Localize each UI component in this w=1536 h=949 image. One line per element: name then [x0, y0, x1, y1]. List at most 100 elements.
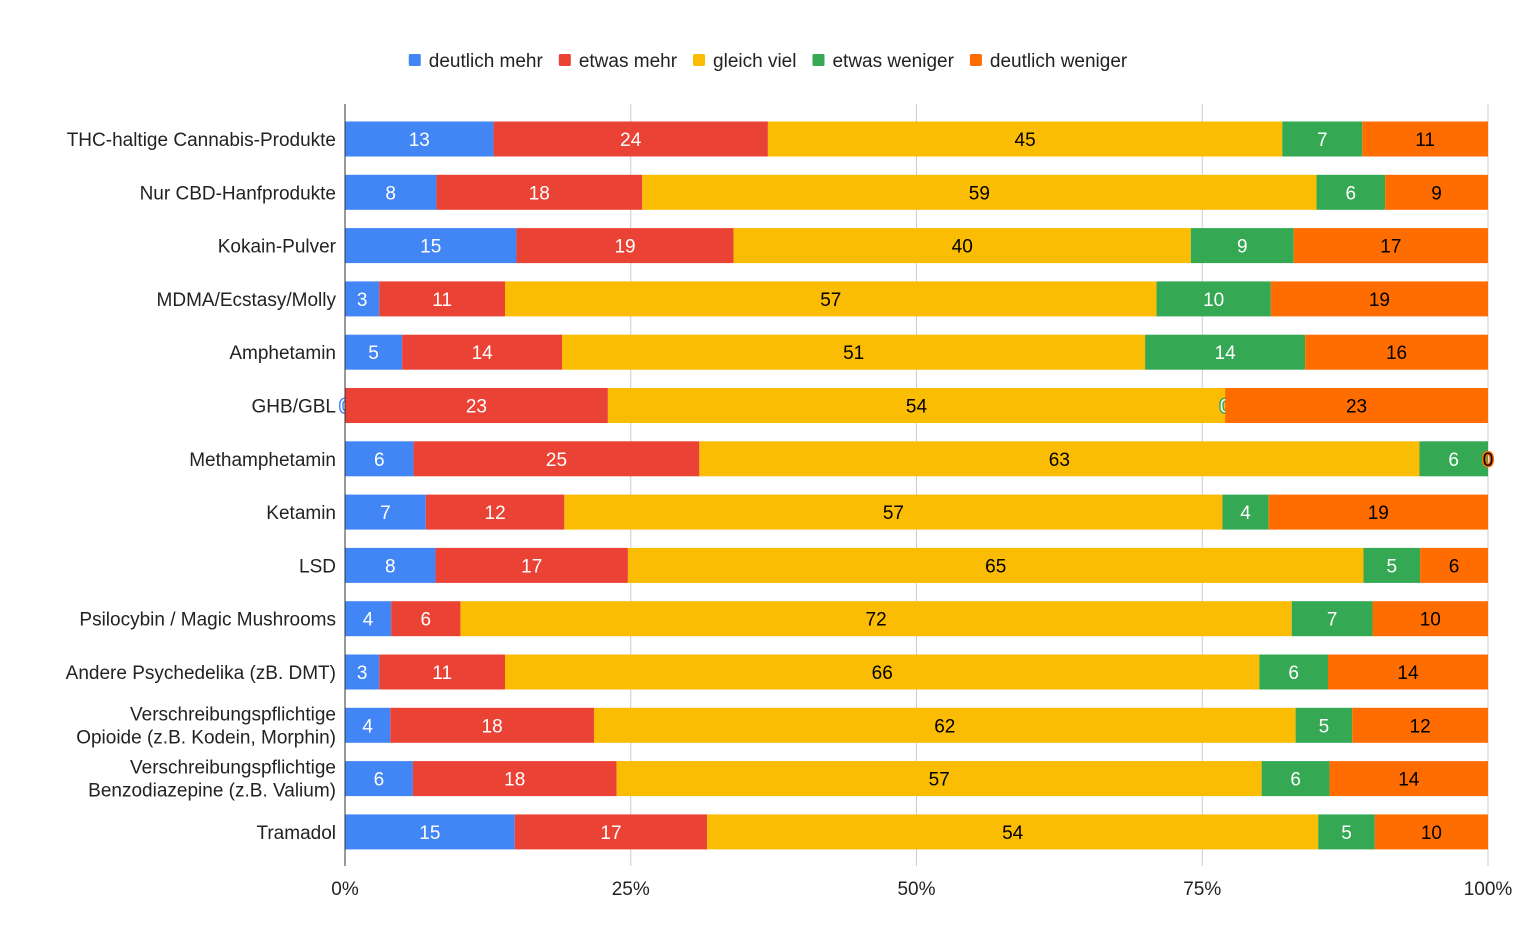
bars: 13 24 45 7 118 18 59 6 915 19 40 9 173 11 57 10 195 14 51 1… — [338, 121, 1495, 850]
data-label: 54 — [1002, 823, 1024, 844]
bar-segment — [1363, 547, 1421, 583]
data-label: 18 — [504, 770, 525, 791]
bar-segment — [1329, 761, 1488, 797]
data-label: 19 — [614, 237, 635, 258]
bar-segment — [460, 601, 1292, 637]
bar-segment — [1225, 388, 1488, 423]
bar-row: 6 25 63 6 0 — [345, 441, 1495, 477]
bar-segment — [699, 441, 1420, 477]
bar-segment — [707, 814, 1319, 850]
bar-segment — [345, 334, 403, 370]
data-label: 3 — [357, 663, 368, 684]
bar-segment — [345, 174, 437, 210]
bar-row: 13 24 45 7 11 — [345, 121, 1488, 157]
data-label: 15 — [419, 823, 440, 844]
data-label: 13 — [409, 130, 430, 151]
bar-segment — [345, 654, 380, 690]
x-tick-label: 75% — [1183, 879, 1221, 900]
legend-label-0: deutlich mehr — [429, 51, 544, 72]
bar-segment — [1295, 707, 1353, 743]
bar-segment — [1419, 441, 1488, 477]
bar-row: 8 17 65 5 6 — [345, 547, 1488, 583]
bar-row: 8 18 59 6 9 — [345, 174, 1488, 210]
bar-row: 7 12 57 4 19 — [345, 494, 1488, 530]
legend-swatch-1 — [558, 54, 571, 66]
legend-label-4: deutlich weniger — [990, 51, 1128, 72]
data-label: 9 — [1237, 237, 1248, 258]
data-label: 5 — [1387, 556, 1398, 577]
gridlines — [630, 104, 1489, 866]
data-label: 10 — [1203, 290, 1224, 311]
bar-segment — [436, 174, 643, 210]
bar-segment — [1222, 494, 1269, 530]
data-label: 16 — [1386, 343, 1407, 364]
x-tick-label: 25% — [612, 879, 650, 900]
data-label: 51 — [843, 343, 864, 364]
category-label: LSD — [299, 556, 336, 577]
bar-segment — [1316, 174, 1386, 210]
category-label: MDMA/Ecstasy/Molly — [157, 290, 337, 311]
bar-segment — [564, 494, 1223, 530]
bar-segment — [642, 174, 1317, 210]
data-label: 17 — [521, 556, 542, 577]
bar-segment — [1318, 814, 1375, 850]
bar-segment — [767, 121, 1283, 157]
legend-label-3: etwas weniger — [832, 51, 954, 72]
category-labels: THC-haltige Cannabis-Produkte Nur CBD-Han… — [66, 130, 337, 844]
x-tick-label: 50% — [897, 879, 935, 900]
bar-segment — [345, 601, 392, 637]
x-tick-label: 100% — [1464, 879, 1513, 900]
bar-row: 15 19 40 9 17 — [345, 228, 1488, 264]
bar-segment — [1291, 601, 1373, 637]
bar-segment — [1327, 654, 1488, 690]
bar-segment — [345, 707, 391, 743]
data-label: 10 — [1421, 823, 1442, 844]
data-label: 45 — [1015, 130, 1036, 151]
bar-segment — [493, 121, 768, 157]
bar-segment — [345, 228, 517, 264]
bar-row: 15 17 54 5 10 — [345, 814, 1488, 850]
bar-segment — [1305, 334, 1488, 370]
data-label: 6 — [1448, 450, 1459, 471]
data-label: 4 — [363, 610, 374, 631]
data-label: 57 — [820, 290, 841, 311]
data-label: 5 — [368, 343, 379, 364]
data-label: 11 — [432, 663, 452, 684]
category-label: THC-haltige Cannabis-Produkte — [67, 130, 336, 151]
data-label: 23 — [1346, 397, 1367, 418]
bar-segment — [616, 761, 1262, 797]
data-label: 18 — [529, 183, 550, 204]
bar-segment — [345, 121, 494, 157]
data-label: 18 — [482, 716, 503, 737]
data-label: 19 — [1368, 503, 1389, 524]
x-tick-label: 0% — [331, 879, 359, 900]
data-label: 6 — [421, 610, 432, 631]
bar-row: 6 18 57 6 14 — [345, 761, 1488, 797]
category-label: Tramadol — [256, 823, 336, 844]
bar-segment — [345, 814, 515, 850]
category-label: Psilocybin / Magic Mushrooms — [79, 610, 336, 631]
legend-swatch-2 — [693, 54, 706, 66]
bar-segment — [345, 761, 413, 797]
bar-segment — [1362, 121, 1488, 157]
bar-segment — [562, 334, 1146, 370]
bar-segment — [607, 388, 1226, 423]
data-label: 14 — [1398, 770, 1420, 791]
data-label: 15 — [420, 237, 441, 258]
category-label: GHB/GBL — [252, 397, 336, 418]
bar-row: 5 14 51 14 16 — [345, 334, 1488, 370]
bar-segment — [402, 334, 563, 370]
legend-swatch-4 — [969, 54, 982, 66]
data-label: 57 — [883, 503, 904, 524]
bar-segment — [1190, 228, 1294, 264]
bar-segment — [425, 494, 565, 530]
category-label: Ketamin — [266, 503, 336, 524]
data-label: 7 — [380, 503, 391, 524]
data-label: 6 — [374, 770, 385, 791]
bar-segment — [1268, 494, 1488, 530]
data-label: 62 — [934, 716, 955, 737]
data-label: 57 — [929, 770, 950, 791]
bar-segment — [390, 707, 594, 743]
bar-segment — [505, 281, 1157, 317]
